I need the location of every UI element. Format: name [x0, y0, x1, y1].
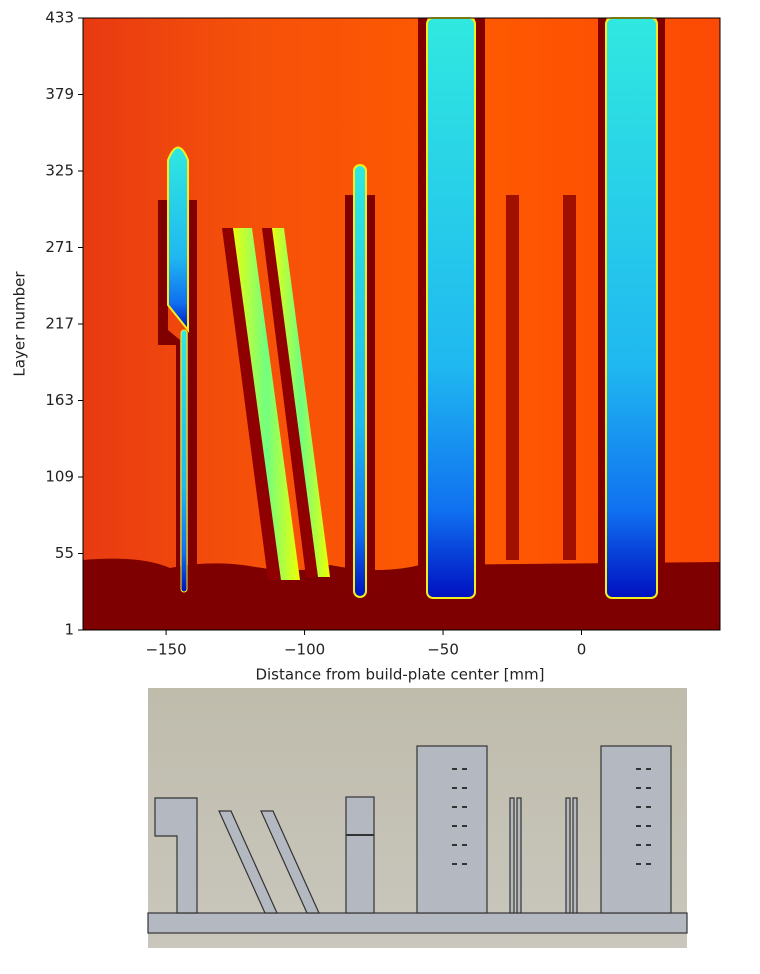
x-axis-label: Distance from build-plate center [mm]: [255, 666, 544, 684]
heatmap-image: [82, 17, 721, 631]
x-tick-label: −100: [284, 641, 325, 659]
y-tick-label: 271: [45, 238, 74, 256]
x-tick-label: −150: [145, 641, 186, 659]
y-tick-label: 55: [55, 544, 74, 562]
y-tick-label: 217: [45, 315, 74, 333]
y-tick-label: 379: [45, 85, 74, 103]
cad-render: [147, 688, 688, 948]
x-tick-label: 0: [577, 641, 587, 659]
y-tick-label: 109: [45, 468, 74, 486]
y-tick-label: 325: [45, 162, 74, 180]
y-axis-label: Layer number: [11, 271, 29, 377]
y-tick-label: 163: [45, 391, 74, 409]
y-tick-label: 1: [64, 621, 74, 639]
y-tick-label: 433: [45, 9, 74, 27]
x-tick-label: −50: [427, 641, 459, 659]
